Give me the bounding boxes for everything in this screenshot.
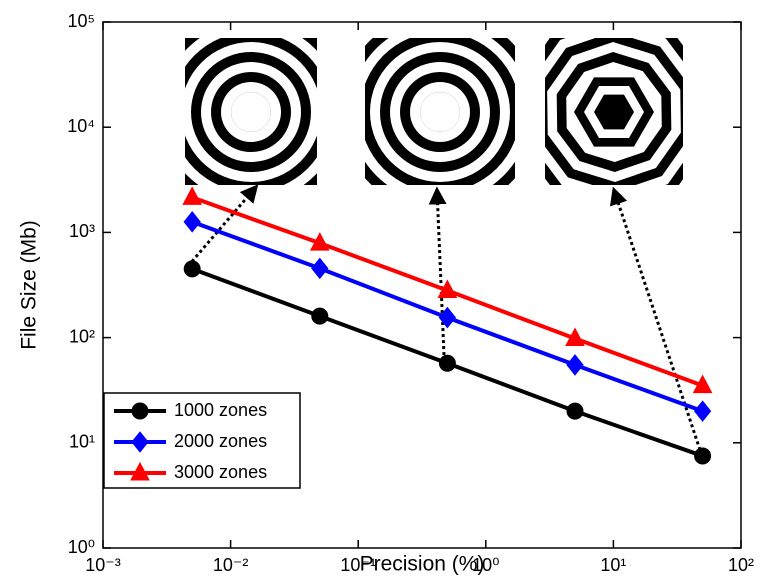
point — [566, 402, 584, 420]
y-axis-label: File Size (Mb) — [18, 220, 41, 350]
x-tick-label: 10⁻² — [213, 555, 249, 575]
point — [311, 307, 329, 325]
point — [565, 327, 585, 347]
legend-label: 1000 zones — [174, 400, 267, 420]
arrows — [186, 184, 702, 451]
x-tick-label: 10⁰ — [472, 555, 499, 575]
x-tick-label: 10² — [728, 555, 754, 575]
point — [183, 260, 201, 278]
point — [692, 374, 713, 394]
point — [437, 279, 458, 299]
point — [183, 211, 201, 233]
x-tick-label: 10¹ — [600, 555, 626, 575]
legend-marker — [130, 461, 150, 481]
legend: 1000 zones 2000 zones 3000 zones — [103, 392, 301, 489]
point — [311, 257, 329, 280]
y-tick-label: 10⁵ — [68, 11, 95, 31]
point — [438, 354, 456, 372]
y-tick-label: 10⁴ — [67, 116, 95, 136]
legend-label: 3000 zones — [174, 462, 267, 482]
x-tick-label: 10⁻³ — [85, 555, 121, 575]
y-tick-label: 10³ — [69, 221, 95, 241]
point — [566, 354, 584, 376]
legend-marker — [131, 402, 149, 420]
legend-marker — [131, 431, 149, 453]
point — [693, 400, 712, 422]
legend-label: 2000 zones — [174, 431, 267, 451]
y-tick-label: 10⁰ — [68, 537, 95, 557]
point — [309, 232, 330, 251]
point — [182, 186, 203, 205]
point — [438, 306, 457, 329]
ring-center — [420, 92, 460, 132]
x-tick-label: 10⁻¹ — [340, 555, 376, 575]
ring-center — [231, 92, 271, 132]
y-tick-label: 10² — [69, 326, 95, 346]
point — [694, 447, 712, 465]
y-tick-label: 10¹ — [69, 432, 95, 452]
x-axis-label: Precision (%) — [360, 553, 485, 576]
ring — [594, 94, 634, 130]
inset-images — [185, 38, 683, 185]
